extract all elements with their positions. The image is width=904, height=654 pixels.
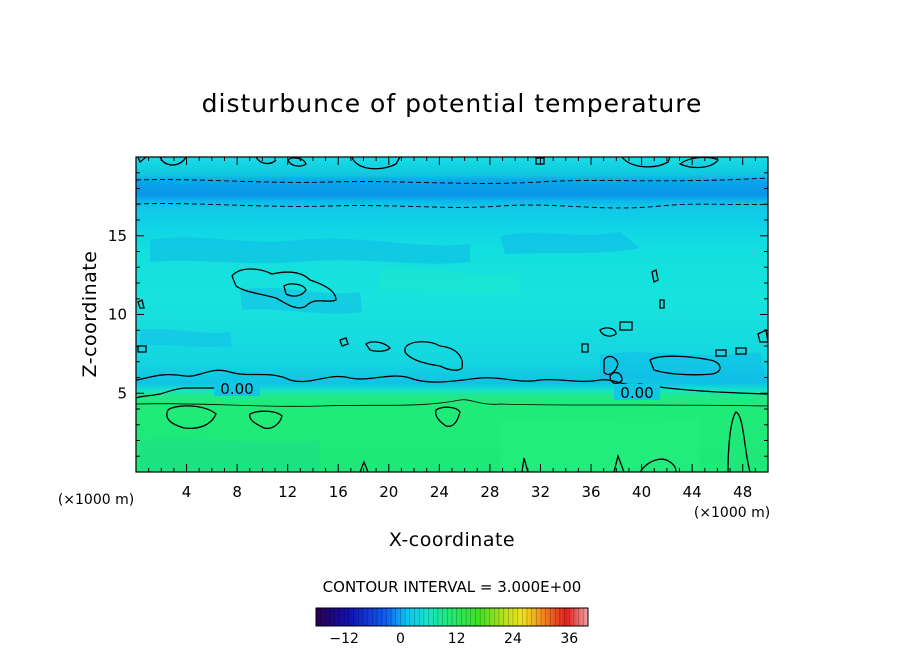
x-tick-label: 44 — [683, 483, 702, 501]
field-background — [136, 157, 768, 472]
contour-interval-text: CONTOUR INTERVAL = 3.000E+00 — [323, 578, 582, 596]
contour-loop — [599, 327, 617, 337]
contour-loop — [639, 458, 677, 472]
contour-top — [678, 157, 719, 169]
x-unit-right: (×1000 m) — [694, 505, 770, 521]
y-tick-label: 5 — [117, 384, 127, 402]
contour-negative — [136, 203, 768, 209]
contour-loop — [613, 453, 625, 472]
contour-loop — [609, 371, 623, 385]
contour-loop — [603, 355, 619, 376]
contour-loop — [521, 457, 529, 472]
contour-loop — [359, 460, 369, 472]
contour-loop — [434, 406, 461, 427]
contour-zero-line — [136, 387, 220, 399]
contour-loop — [231, 268, 337, 309]
contour-loop — [339, 337, 349, 347]
contour-loop — [619, 321, 633, 331]
contour-top — [621, 157, 671, 168]
contour-loop — [249, 410, 283, 430]
y-axis-label: Z-coordinate — [79, 251, 101, 378]
contour-top — [137, 157, 147, 164]
x-tick-label: 20 — [379, 483, 398, 501]
contour-level-2 — [136, 399, 768, 407]
contour-loop — [735, 347, 747, 355]
x-tick-label: 24 — [430, 483, 449, 501]
contour-loop — [715, 349, 727, 357]
y-tick-label: 10 — [108, 306, 127, 324]
colorbar-tick-label: 12 — [448, 631, 466, 647]
contour-loop — [649, 355, 721, 376]
colorbar-ticks: −12 0 12 24 36 — [329, 631, 578, 647]
colorbar-tick-label: 0 — [396, 631, 405, 647]
x-axis-label: X-coordinate — [389, 529, 515, 551]
x-unit-left: (×1000 m) — [58, 492, 134, 508]
field-patch — [500, 232, 640, 254]
x-tick-label: 16 — [329, 483, 348, 501]
contour-loop — [581, 343, 589, 353]
colorbar-divisions — [320, 608, 584, 626]
contour-top — [535, 157, 545, 165]
contour-loop — [365, 341, 391, 352]
y-tick-label: 15 — [108, 227, 127, 245]
field-patch — [150, 237, 470, 264]
field-patch — [600, 352, 766, 384]
contour-loop — [137, 299, 145, 309]
contour-loop — [137, 345, 147, 353]
contour-loop — [727, 411, 751, 472]
contour-label-bg — [614, 384, 660, 400]
contour-top — [287, 157, 307, 167]
x-tick-label: 8 — [232, 483, 242, 501]
x-tick-label: 36 — [581, 483, 600, 501]
x-tick-label: 48 — [733, 483, 752, 501]
contour-label: 0.00 — [620, 384, 653, 402]
x-tick-label: 28 — [480, 483, 499, 501]
contour-top — [255, 157, 277, 165]
field-patch — [140, 438, 320, 470]
plot-field — [136, 157, 768, 472]
contour-loop — [283, 283, 307, 297]
contour-loop — [166, 405, 217, 430]
y-axis-ticks: 5 10 15 — [108, 172, 768, 457]
x-tick-label: 12 — [278, 483, 297, 501]
contour-loop — [659, 299, 665, 309]
contour-negative — [136, 177, 768, 184]
colorbar-tick-label: 36 — [560, 631, 578, 647]
contour-loop — [404, 341, 464, 371]
x-axis-ticks: 4 8 12 16 20 24 28 32 36 40 44 48 — [148, 157, 756, 501]
contour-loop — [757, 329, 768, 343]
field-patch — [140, 329, 232, 348]
field-patch — [500, 417, 700, 470]
colorbar-tick-label: −12 — [329, 631, 359, 647]
contour-label: 0.00 — [220, 380, 253, 398]
contour-label-bg — [214, 380, 260, 396]
contour-top — [351, 157, 401, 170]
chart-title: disturbunce of potential temperature — [202, 89, 703, 118]
x-tick-label: 32 — [531, 483, 550, 501]
colorbar-tick-label: 24 — [504, 631, 522, 647]
x-tick-label: 40 — [632, 483, 651, 501]
field-patch — [380, 267, 520, 295]
x-tick-label: 4 — [182, 483, 192, 501]
field-patch — [240, 287, 362, 314]
contour-loop — [651, 269, 659, 283]
